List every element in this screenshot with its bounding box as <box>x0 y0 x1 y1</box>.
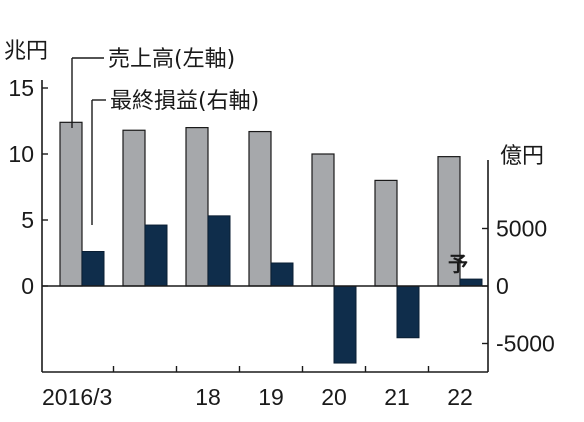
x-tick-label-4: 20 <box>321 384 347 410</box>
bar-profit-2 <box>207 215 231 287</box>
left-tick-label-2: 10 <box>8 141 34 167</box>
legend-label-profit: 最終損益(右軸) <box>110 89 259 114</box>
left-axis-unit: 兆円 <box>4 39 48 64</box>
bar-sales-3 <box>248 130 272 287</box>
x-tick-label-6: 22 <box>447 384 473 410</box>
bar-profit-6 <box>459 278 483 287</box>
bar-profit-3 <box>270 262 294 287</box>
legend-label-sales: 売上高(左軸) <box>108 47 235 72</box>
bars-group <box>59 121 483 364</box>
bar-sales-2 <box>185 126 209 287</box>
right-tick-label-1: 0 <box>496 273 509 299</box>
right-tick-label-2: 5000 <box>496 216 547 242</box>
legend: 売上高(左軸) 最終損益(右軸) <box>71 47 259 225</box>
bar-sales-1 <box>122 129 146 287</box>
x-tick-label-3: 19 <box>258 384 284 410</box>
bar-sales-5 <box>374 179 398 287</box>
bar-profit-1 <box>144 224 168 287</box>
bar-profit-0 <box>81 251 105 287</box>
tick-group: 2016/3 18 19 20 21 22 0 5 10 15 -5000 0 5000 <box>8 75 554 410</box>
left-tick-label-0: 0 <box>21 273 34 299</box>
left-tick-label-1: 5 <box>21 207 34 233</box>
right-tick-label-0: -5000 <box>496 331 555 357</box>
x-tick-label-5: 21 <box>384 384 410 410</box>
x-tick-label-0: 2016/3 <box>42 384 112 410</box>
bar-sales-4 <box>311 153 335 287</box>
bar-profit-4 <box>333 285 357 364</box>
left-tick-label-3: 15 <box>8 75 34 101</box>
bar-profit-5 <box>396 285 420 339</box>
x-tick-label-2: 18 <box>195 384 221 410</box>
forecast-annotation: 予 <box>448 252 468 276</box>
bar-sales-0 <box>59 121 83 287</box>
right-axis-unit: 億円 <box>500 144 544 169</box>
